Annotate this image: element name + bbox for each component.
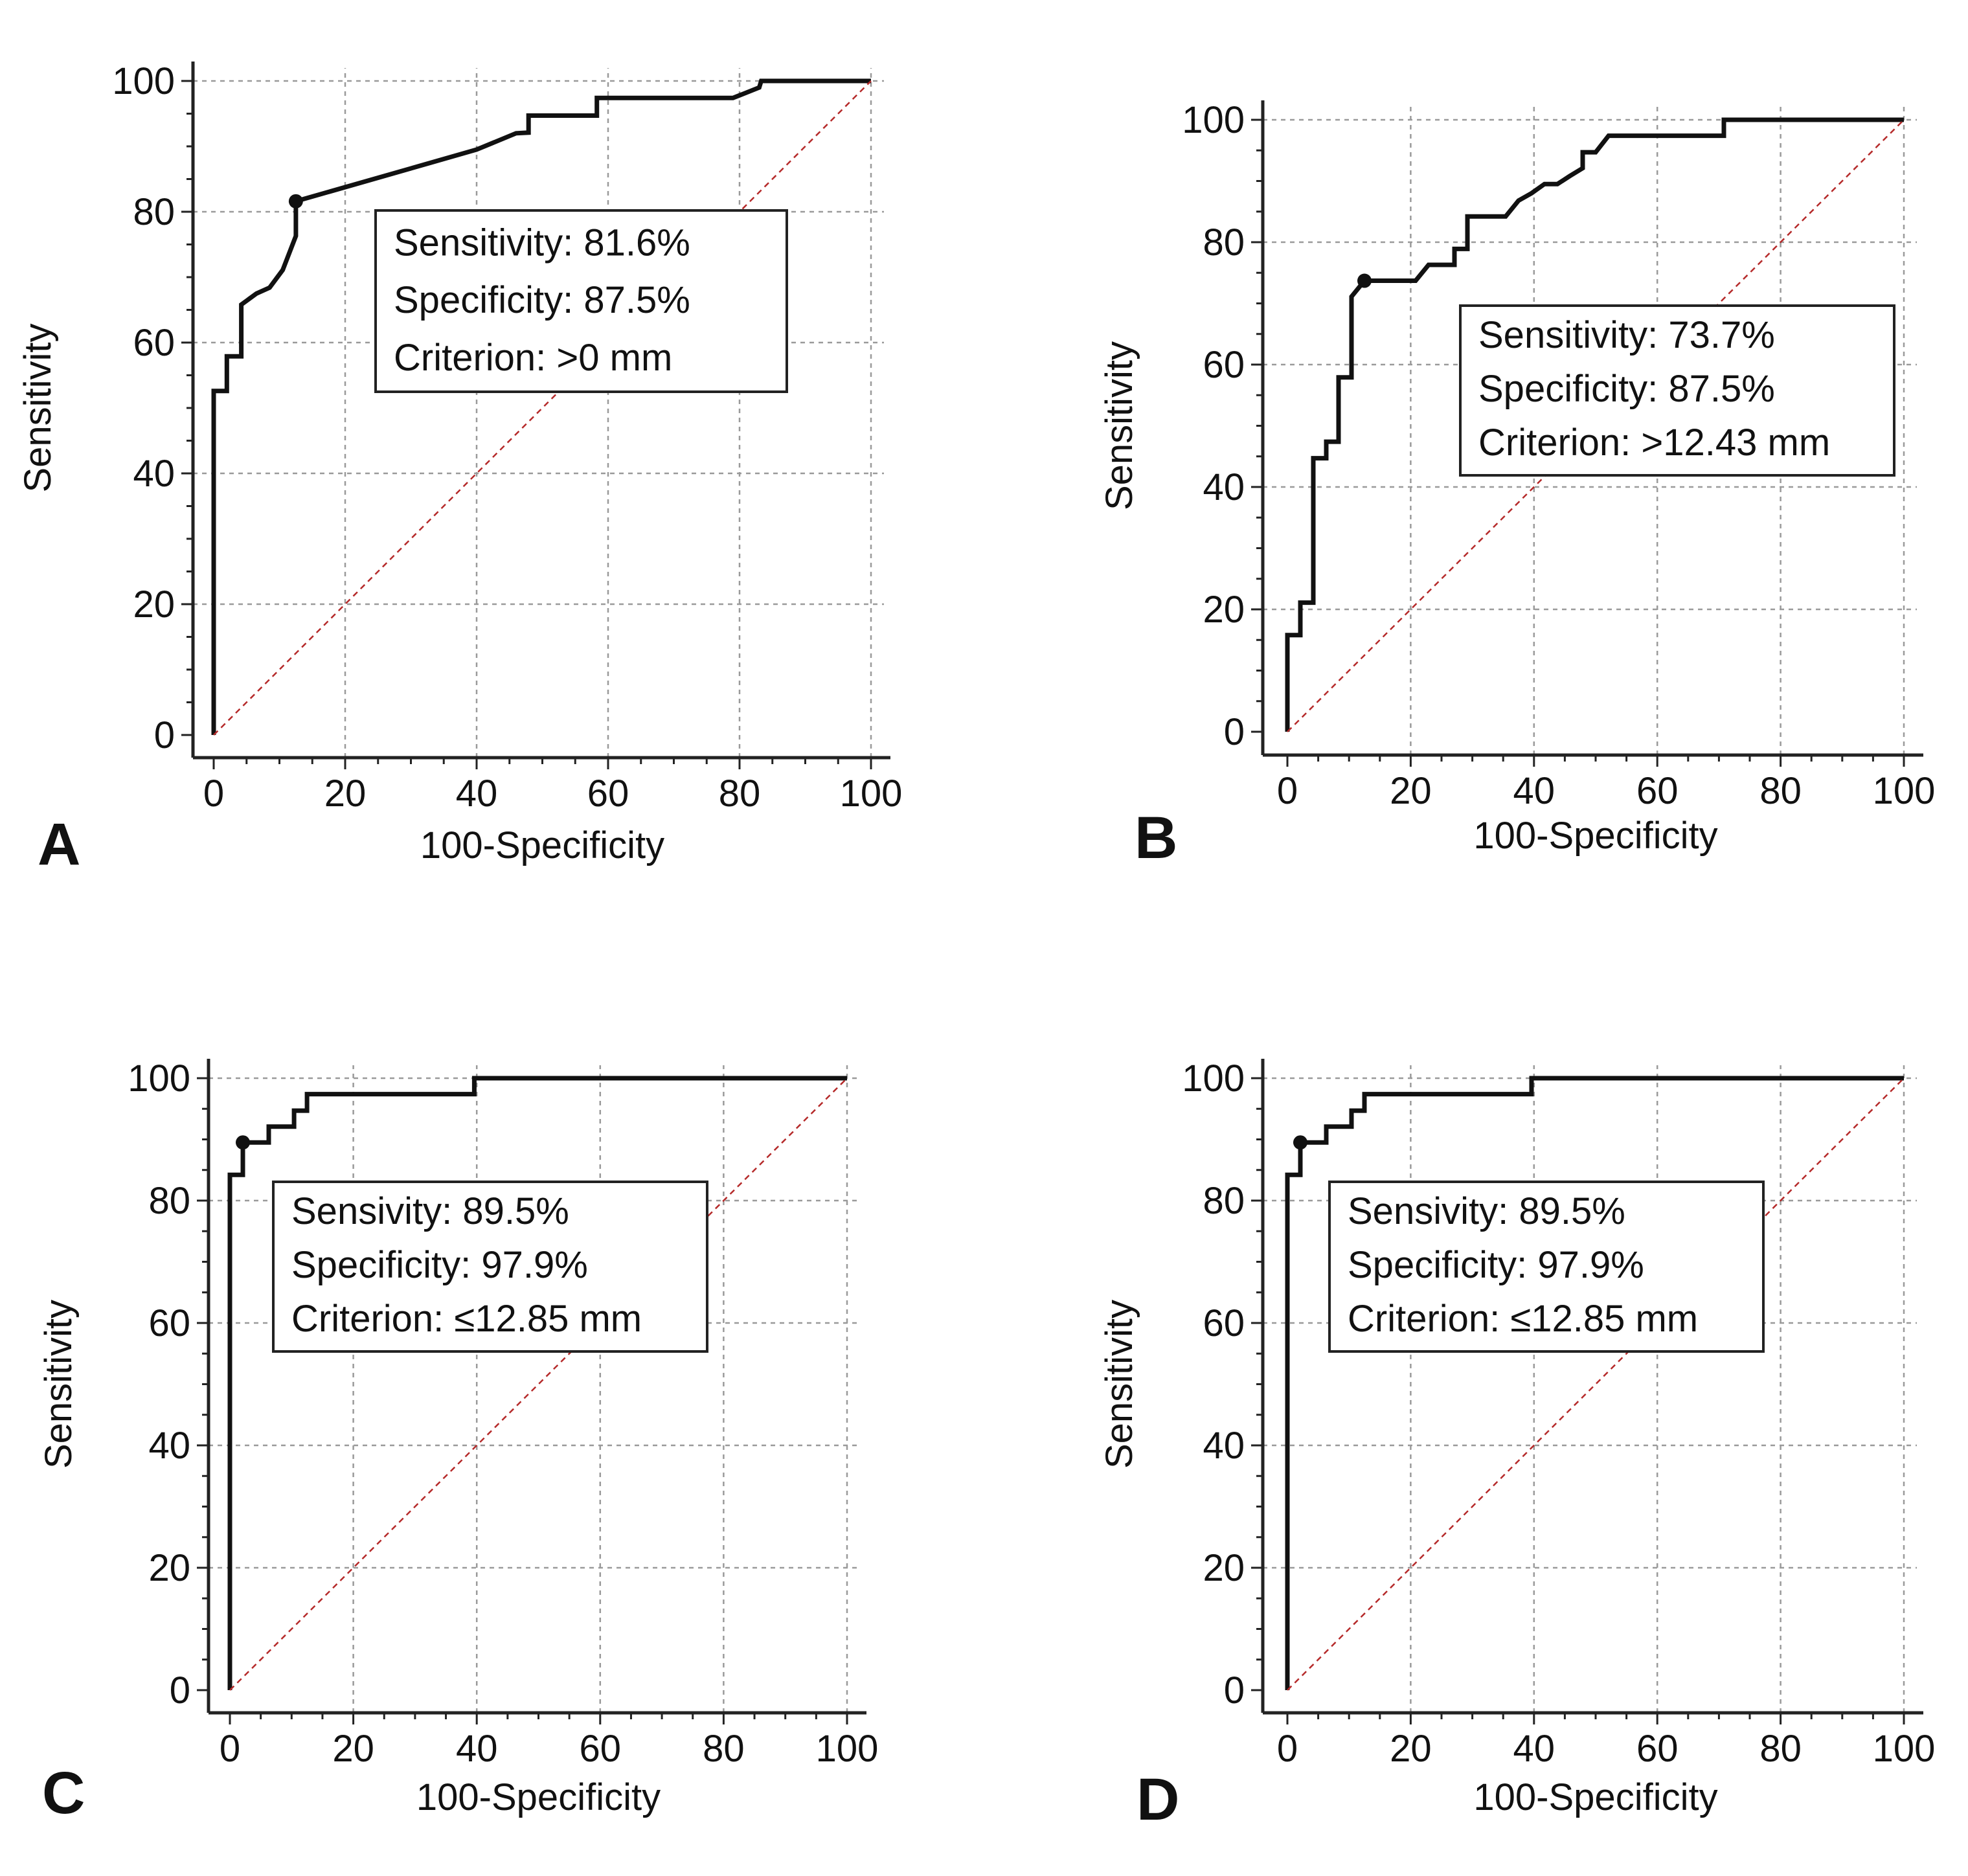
y-tick-label: 20 xyxy=(133,583,175,626)
y-tick-label: 60 xyxy=(1203,1302,1245,1344)
x-tick-label: 80 xyxy=(1759,1728,1802,1770)
optimal-cutoff-marker xyxy=(236,1135,251,1150)
panel-letter-label: C xyxy=(42,1760,85,1826)
y-tick-label: 40 xyxy=(1203,466,1245,508)
y-tick-label: 0 xyxy=(170,1669,190,1712)
y-axis-title: Sensitivity xyxy=(1098,1300,1140,1469)
y-tick-label: 20 xyxy=(1203,589,1245,631)
x-axis-title: 100-Specificity xyxy=(416,1776,661,1818)
y-tick-label: 40 xyxy=(148,1425,190,1467)
y-tick-label: 80 xyxy=(1203,1180,1245,1222)
x-tick-label: 60 xyxy=(587,773,629,815)
x-tick-label: 60 xyxy=(1636,1728,1679,1770)
reference-diagonal-line xyxy=(1287,1078,1905,1691)
annotation-line: Specificity: 87.5% xyxy=(1478,368,1775,410)
y-tick-label: 80 xyxy=(1203,221,1245,264)
annotation-box xyxy=(272,1181,708,1353)
panel-c: 0 20 40 60 80 100 0 20 40 60 80 100 100-Specificity S… xyxy=(38,1057,878,1826)
optimal-cutoff-marker xyxy=(1357,273,1372,288)
y-tick-label: 100 xyxy=(1182,99,1245,141)
y-tick-label: 0 xyxy=(154,714,175,756)
annotation-box xyxy=(374,209,788,393)
x-tick-label: 100 xyxy=(1873,1728,1936,1770)
panel-d: 0 20 40 60 80 100 0 20 40 60 80 100 100-Specificity S… xyxy=(1098,1057,1935,1833)
x-tick-label: 60 xyxy=(580,1728,622,1770)
optimal-cutoff-marker xyxy=(288,194,303,209)
x-tick-label: 0 xyxy=(203,773,224,815)
annotation-line: Specificity: 87.5% xyxy=(394,279,690,321)
x-tick-label: 40 xyxy=(456,1728,498,1770)
x-tick-label: 80 xyxy=(1759,770,1802,812)
reference-diagonal-line xyxy=(229,1078,848,1691)
roc-curve-line xyxy=(227,1076,847,1690)
x-tick-label: 100 xyxy=(1873,770,1936,812)
annotation-line: Specificity: 97.9% xyxy=(1348,1244,1644,1286)
roc-curve-line xyxy=(1285,1076,1904,1690)
y-tick-label: 80 xyxy=(133,191,175,233)
optimal-cutoff-marker xyxy=(1293,1135,1307,1150)
y-tick-label: 20 xyxy=(1203,1547,1245,1589)
x-tick-label: 60 xyxy=(1636,770,1679,812)
annotation-line: Criterion: >0 mm xyxy=(394,337,672,379)
reference-diagonal-line xyxy=(213,80,872,736)
y-tick-label: 60 xyxy=(133,322,175,364)
annotation-box xyxy=(1459,304,1895,477)
annotation-line: Sensivity: 89.5% xyxy=(291,1190,569,1232)
y-tick-label: 0 xyxy=(1224,1669,1245,1712)
panel-a: 0 20 40 60 80 100 0 20 40 60 80 100 100-Specificity S… xyxy=(17,60,902,877)
y-tick-label: 100 xyxy=(1182,1057,1245,1100)
x-tick-label: 20 xyxy=(1390,1728,1432,1770)
y-axis-title: Sensitivity xyxy=(1098,341,1140,510)
y-tick-label: 60 xyxy=(148,1302,190,1344)
y-tick-label: 60 xyxy=(1203,344,1245,386)
annotation-line: Specificity: 97.9% xyxy=(291,1244,588,1286)
x-axis-title: 100-Specificity xyxy=(420,824,664,866)
panel-letter-label: A xyxy=(38,811,80,877)
panel-letter-label: D xyxy=(1137,1767,1179,1833)
x-tick-label: 40 xyxy=(456,773,498,815)
annotation-line: Sensivity: 89.5% xyxy=(1348,1190,1625,1232)
y-tick-label: 40 xyxy=(133,453,175,495)
x-tick-label: 80 xyxy=(719,773,761,815)
annotation-box xyxy=(1328,1181,1765,1353)
panel-letter-label: B xyxy=(1135,805,1177,871)
annotation-line: Criterion: >12.43 mm xyxy=(1478,422,1830,464)
x-tick-label: 100 xyxy=(840,773,903,815)
x-tick-label: 80 xyxy=(703,1728,745,1770)
y-tick-label: 0 xyxy=(1224,711,1245,753)
y-tick-label: 100 xyxy=(112,60,175,102)
x-tick-label: 20 xyxy=(1390,770,1432,812)
y-tick-label: 40 xyxy=(1203,1425,1245,1467)
x-tick-label: 20 xyxy=(324,773,367,815)
annotation-line: Sensitivity: 73.7% xyxy=(1478,314,1775,356)
annotation-line: Criterion: ≤12.85 mm xyxy=(291,1298,642,1340)
x-axis-title: 100-Specificity xyxy=(1473,815,1717,857)
x-tick-label: 0 xyxy=(220,1728,240,1770)
x-tick-label: 100 xyxy=(816,1728,879,1770)
y-tick-label: 20 xyxy=(148,1547,190,1589)
x-tick-label: 20 xyxy=(332,1728,374,1770)
roc-curve-line xyxy=(1285,117,1904,732)
x-tick-label: 0 xyxy=(1277,1728,1298,1770)
panel-b: 0 20 40 60 80 100 0 20 40 60 80 100 100-Specificity S… xyxy=(1098,99,1935,871)
y-tick-label: 80 xyxy=(148,1180,190,1222)
x-tick-label: 40 xyxy=(1513,770,1555,812)
x-axis-title: 100-Specificity xyxy=(1473,1776,1717,1818)
x-tick-label: 40 xyxy=(1513,1728,1555,1770)
annotation-line: Sensitivity: 81.6% xyxy=(394,221,690,264)
x-tick-label: 0 xyxy=(1277,770,1298,812)
annotation-line: Criterion: ≤12.85 mm xyxy=(1348,1298,1698,1340)
y-axis-title: Sensitivity xyxy=(38,1300,80,1469)
y-axis-title: Sensitivity xyxy=(17,323,59,492)
y-tick-label: 100 xyxy=(128,1057,190,1100)
